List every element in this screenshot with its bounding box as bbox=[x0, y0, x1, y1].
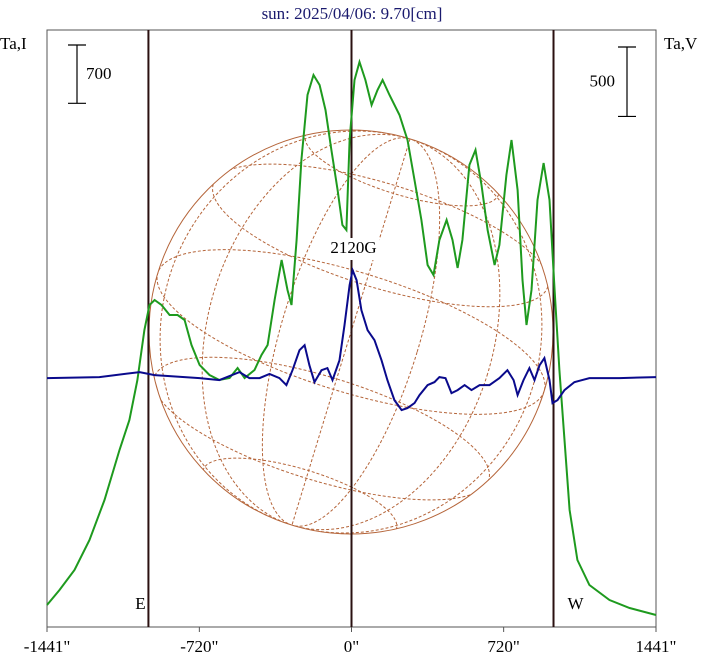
y2-axis-label: Ta,V bbox=[664, 34, 698, 53]
x-tick-label: 0" bbox=[344, 637, 359, 656]
scale-bar-label: 700 bbox=[86, 64, 112, 83]
x-tick-label: 1441" bbox=[636, 637, 677, 656]
series-line bbox=[46, 58, 657, 616]
scale-bar bbox=[618, 46, 636, 118]
meridian bbox=[159, 130, 543, 534]
series-line bbox=[46, 266, 657, 412]
scale-bar-label: 500 bbox=[590, 72, 616, 91]
x-tick-label: 720" bbox=[487, 637, 519, 656]
scale-bar bbox=[68, 44, 86, 104]
limb-label: W bbox=[567, 594, 584, 613]
x-tick-label: -1441" bbox=[24, 637, 71, 656]
y-axis-label: Ta,I bbox=[0, 34, 27, 53]
annotation: 2120G bbox=[330, 238, 376, 257]
limb-label: E bbox=[135, 594, 145, 613]
annotation-bg bbox=[323, 238, 380, 260]
parallel bbox=[212, 163, 550, 308]
parallel bbox=[156, 249, 546, 415]
x-tick-label: -720" bbox=[180, 637, 218, 656]
parallel bbox=[152, 356, 490, 501]
chart-title: sun: 2025/04/06: 9.70[cm] bbox=[262, 4, 443, 23]
